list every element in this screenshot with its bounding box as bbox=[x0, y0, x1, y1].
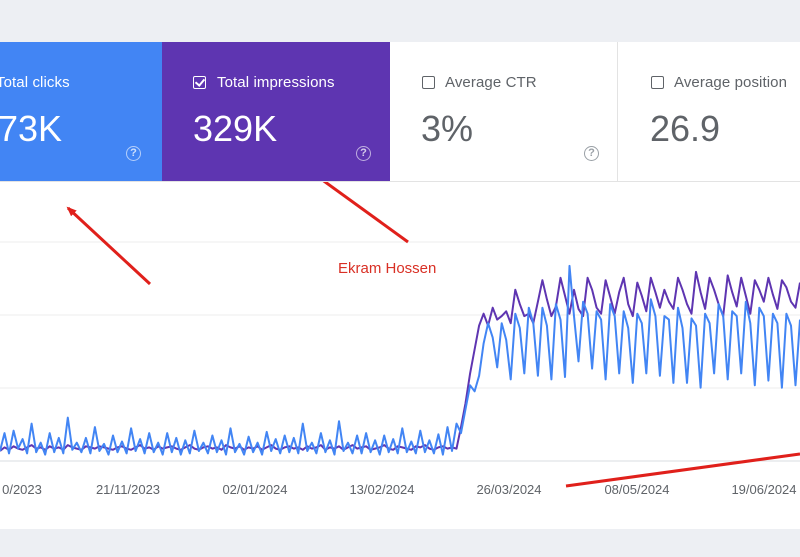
total-clicks-value: 73K bbox=[0, 108, 63, 149]
total-impressions-label: Total impressions bbox=[217, 74, 335, 91]
x-tick-label: 21/11/2023 bbox=[96, 482, 160, 497]
annotation-underline bbox=[565, 452, 800, 488]
series-line-total-impressions bbox=[0, 270, 800, 452]
average-ctr-label: Average CTR bbox=[445, 74, 537, 91]
metric-card-average-ctr[interactable]: Average CTR 3% ? bbox=[390, 42, 618, 181]
checkbox-unchecked-icon[interactable] bbox=[422, 76, 435, 89]
series-line-total-clicks bbox=[0, 264, 800, 456]
checkbox-unchecked-icon[interactable] bbox=[651, 76, 664, 89]
help-icon[interactable]: ? bbox=[356, 146, 371, 161]
x-tick-label: 26/03/2024 bbox=[476, 482, 541, 497]
average-position-label: Average position bbox=[674, 74, 788, 91]
annotation-text: Ekram Hossen bbox=[338, 260, 436, 277]
total-clicks-label: Total clicks bbox=[0, 74, 70, 91]
card-divider bbox=[0, 181, 800, 182]
metric-card-total-clicks[interactable]: Total clicks 73K ? bbox=[0, 42, 162, 181]
metric-card-total-impressions[interactable]: Total impressions 329K ? bbox=[162, 42, 390, 181]
performance-chart: 0/2023 21/11/2023 02/01/2024 13/02/2024 26/0… bbox=[0, 182, 800, 497]
x-tick-label: 13/02/2024 bbox=[349, 482, 414, 497]
total-impressions-value: 329K bbox=[193, 108, 278, 149]
x-tick-label: 02/01/2024 bbox=[222, 482, 287, 497]
help-icon[interactable]: ? bbox=[126, 146, 141, 161]
metric-card-average-position[interactable]: Average position 26.9 bbox=[619, 42, 800, 181]
average-position-value: 26.9 bbox=[650, 108, 721, 149]
x-tick-label: 19/06/2024 bbox=[731, 482, 796, 497]
annotation-arrow bbox=[66, 206, 152, 286]
annotation-arrow bbox=[322, 182, 409, 244]
x-tick-label: 08/05/2024 bbox=[604, 482, 669, 497]
checkbox-checked-icon[interactable] bbox=[193, 76, 206, 89]
average-ctr-value: 3% bbox=[421, 108, 474, 149]
help-icon[interactable]: ? bbox=[584, 146, 599, 161]
x-tick-label: 0/2023 bbox=[2, 482, 42, 497]
